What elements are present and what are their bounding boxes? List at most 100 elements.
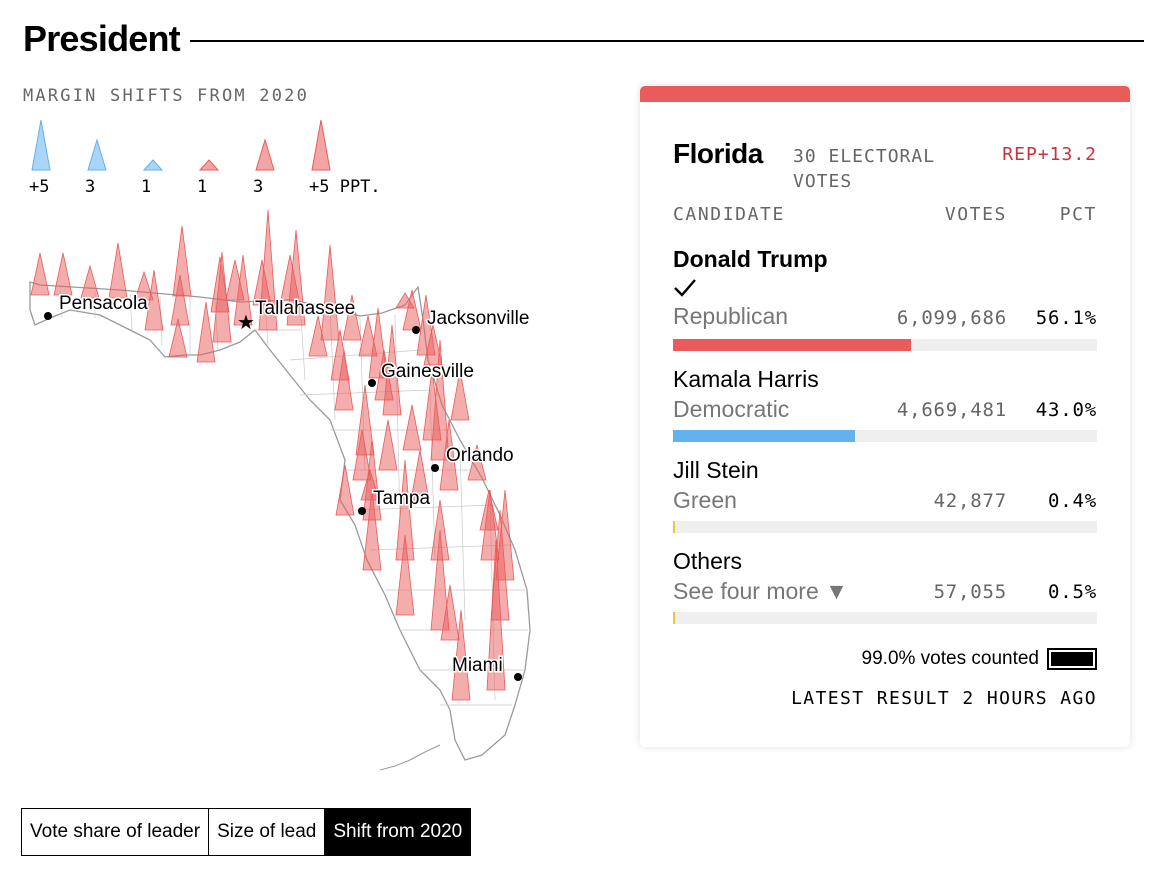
see-four-more-toggle[interactable]: See four more ▼ [673, 578, 848, 604]
header-rule [189, 40, 1144, 42]
vote-share-bar-fill [673, 430, 856, 442]
shift-legend: +5 3 1 1 3 +5 PPT. [29, 119, 381, 197]
city-label: Gainesville [381, 361, 474, 382]
county-shift-spike [451, 609, 471, 701]
winner-color-bar [640, 86, 1130, 102]
county-shift-spike [334, 349, 354, 411]
map-canvas: Pensacola ★Tallahassee Jacksonville Gainesv… [29, 209, 531, 771]
county-shift-spike [495, 489, 515, 581]
page-title: President [23, 18, 181, 59]
candidate-column-header: CANDIDATE [673, 204, 785, 225]
county-shift-spike [480, 489, 500, 561]
legend-spike [255, 138, 275, 171]
county-shift-spike [134, 270, 154, 301]
legend-spike [142, 159, 164, 171]
city-label: Pensacola [59, 293, 148, 314]
county-shift-spike [467, 444, 487, 481]
vote-share-bar-fill [673, 339, 911, 351]
candidate-party: Democratic [673, 396, 790, 422]
vote-share-bar [673, 339, 1097, 351]
county-shift-spike [252, 259, 272, 306]
candidate-pct: 56.1% [1035, 307, 1097, 329]
map-view-toggle[interactable]: Vote share of leader Size of lead Shift … [21, 808, 472, 856]
votes-counted-meter [1047, 648, 1097, 670]
votes-column-header: VOTES [944, 204, 1007, 225]
county-shift-spike [170, 274, 190, 326]
legend-label: 3 [253, 177, 263, 197]
city-label: Orlando [446, 445, 514, 466]
county-shift-spike [440, 584, 460, 641]
county-shift-spike [450, 369, 470, 421]
county-shift-spike [374, 349, 394, 401]
county-shift-spike [144, 269, 164, 331]
legend-label: 1 [197, 177, 207, 197]
electoral-votes: 30 ELECTORAL VOTES [793, 146, 936, 192]
legend-label: +5 [29, 177, 49, 197]
capital-star-icon: ★ [237, 312, 255, 334]
pct-column-header: PCT [1059, 204, 1097, 225]
county-shift-spike [410, 449, 430, 501]
candidate-party: Republican [673, 303, 789, 329]
county-shift-spike [335, 464, 355, 516]
county-shift-spike [225, 259, 245, 301]
candidate-pct: 0.5% [1048, 581, 1097, 603]
county-shift-spike [430, 529, 450, 631]
candidate-name: Kamala Harris [673, 366, 819, 392]
city-label: Jacksonville [427, 308, 529, 329]
vote-share-bar [673, 430, 1097, 442]
latest-result-timestamp: LATEST RESULT 2 HOURS AGO [791, 688, 1097, 709]
county-shift-spike [423, 324, 443, 366]
city-dot [44, 312, 52, 320]
legend-label: 3 [85, 177, 95, 197]
county-shift-spike [362, 489, 382, 571]
candidate-row-stein: Jill Stein Green 42,877 0.4% [673, 457, 1097, 537]
vote-share-bar-fill [673, 521, 675, 533]
county-shift-spike [360, 468, 380, 501]
county-shift-spike [53, 252, 73, 296]
candidate-party: Green [673, 487, 737, 513]
vote-share-bar [673, 521, 1097, 533]
legend-label: 1 [141, 177, 151, 197]
legend-label: +5 PPT. [309, 177, 381, 197]
legend-title: MARGIN SHIFTS FROM 2020 [23, 86, 310, 106]
county-shift-spike [80, 264, 100, 299]
county-shift-spike [210, 256, 230, 313]
margin-shift-spikes [30, 209, 515, 701]
city-dot [368, 379, 376, 387]
votes-counted-label: 99.0% votes counted [861, 648, 1039, 669]
candidate-name: Others [673, 548, 743, 574]
county-shift-spike [342, 294, 362, 341]
winner-check-icon [674, 279, 696, 297]
candidate-row-harris: Kamala Harris Democratic 4,669,481 43.0% [673, 366, 1097, 446]
county-shift-spike [395, 534, 415, 616]
candidate-row-others: Others See four more ▼ 57,055 0.5% [673, 548, 1097, 628]
candidate-votes: 6,099,686 [896, 307, 1007, 329]
vote-share-of-leader-button[interactable]: Vote share of leader [22, 809, 210, 855]
votes-counted: 99.0% votes counted [862, 648, 1097, 670]
legend-spike [87, 138, 107, 171]
candidate-votes: 4,669,481 [896, 399, 1007, 421]
shift-from-2020-button[interactable]: Shift from 2020 [325, 809, 471, 855]
county-shift-spike [358, 315, 378, 357]
county-shift-spike [280, 254, 300, 301]
florida-map: Pensacola ★ Tallahassee Jacksonville Gainesv… [0, 110, 620, 790]
city-label: Tampa [373, 488, 430, 509]
margin-badge: REP+13.2 [1002, 144, 1097, 165]
county-shift-spike [108, 242, 128, 299]
candidate-pct: 43.0% [1035, 399, 1097, 421]
county-shift-spike [352, 429, 372, 481]
county-shift-spike [196, 301, 216, 363]
county-shift-spike [402, 404, 422, 451]
size-of-lead-button[interactable]: Size of lead [209, 809, 326, 855]
county-shift-spike [378, 419, 398, 471]
candidate-row-trump: Donald Trump Republican 6,099,686 56.1% [673, 246, 1097, 356]
candidate-votes: 57,055 [933, 581, 1007, 603]
state-name: Florida [673, 138, 763, 169]
vote-share-bar [673, 612, 1097, 624]
column-headers: CANDIDATE VOTES PCT [673, 204, 1097, 230]
section-header: President [23, 16, 1144, 62]
city-labels: Pensacola ★Tallahassee Jacksonville Gainesv… [44, 292, 531, 681]
candidate-name: Donald Trump [673, 246, 828, 272]
results-card: Florida 30 ELECTORAL VOTES REP+13.2 CAND… [640, 86, 1130, 747]
legend-spike [31, 119, 51, 171]
